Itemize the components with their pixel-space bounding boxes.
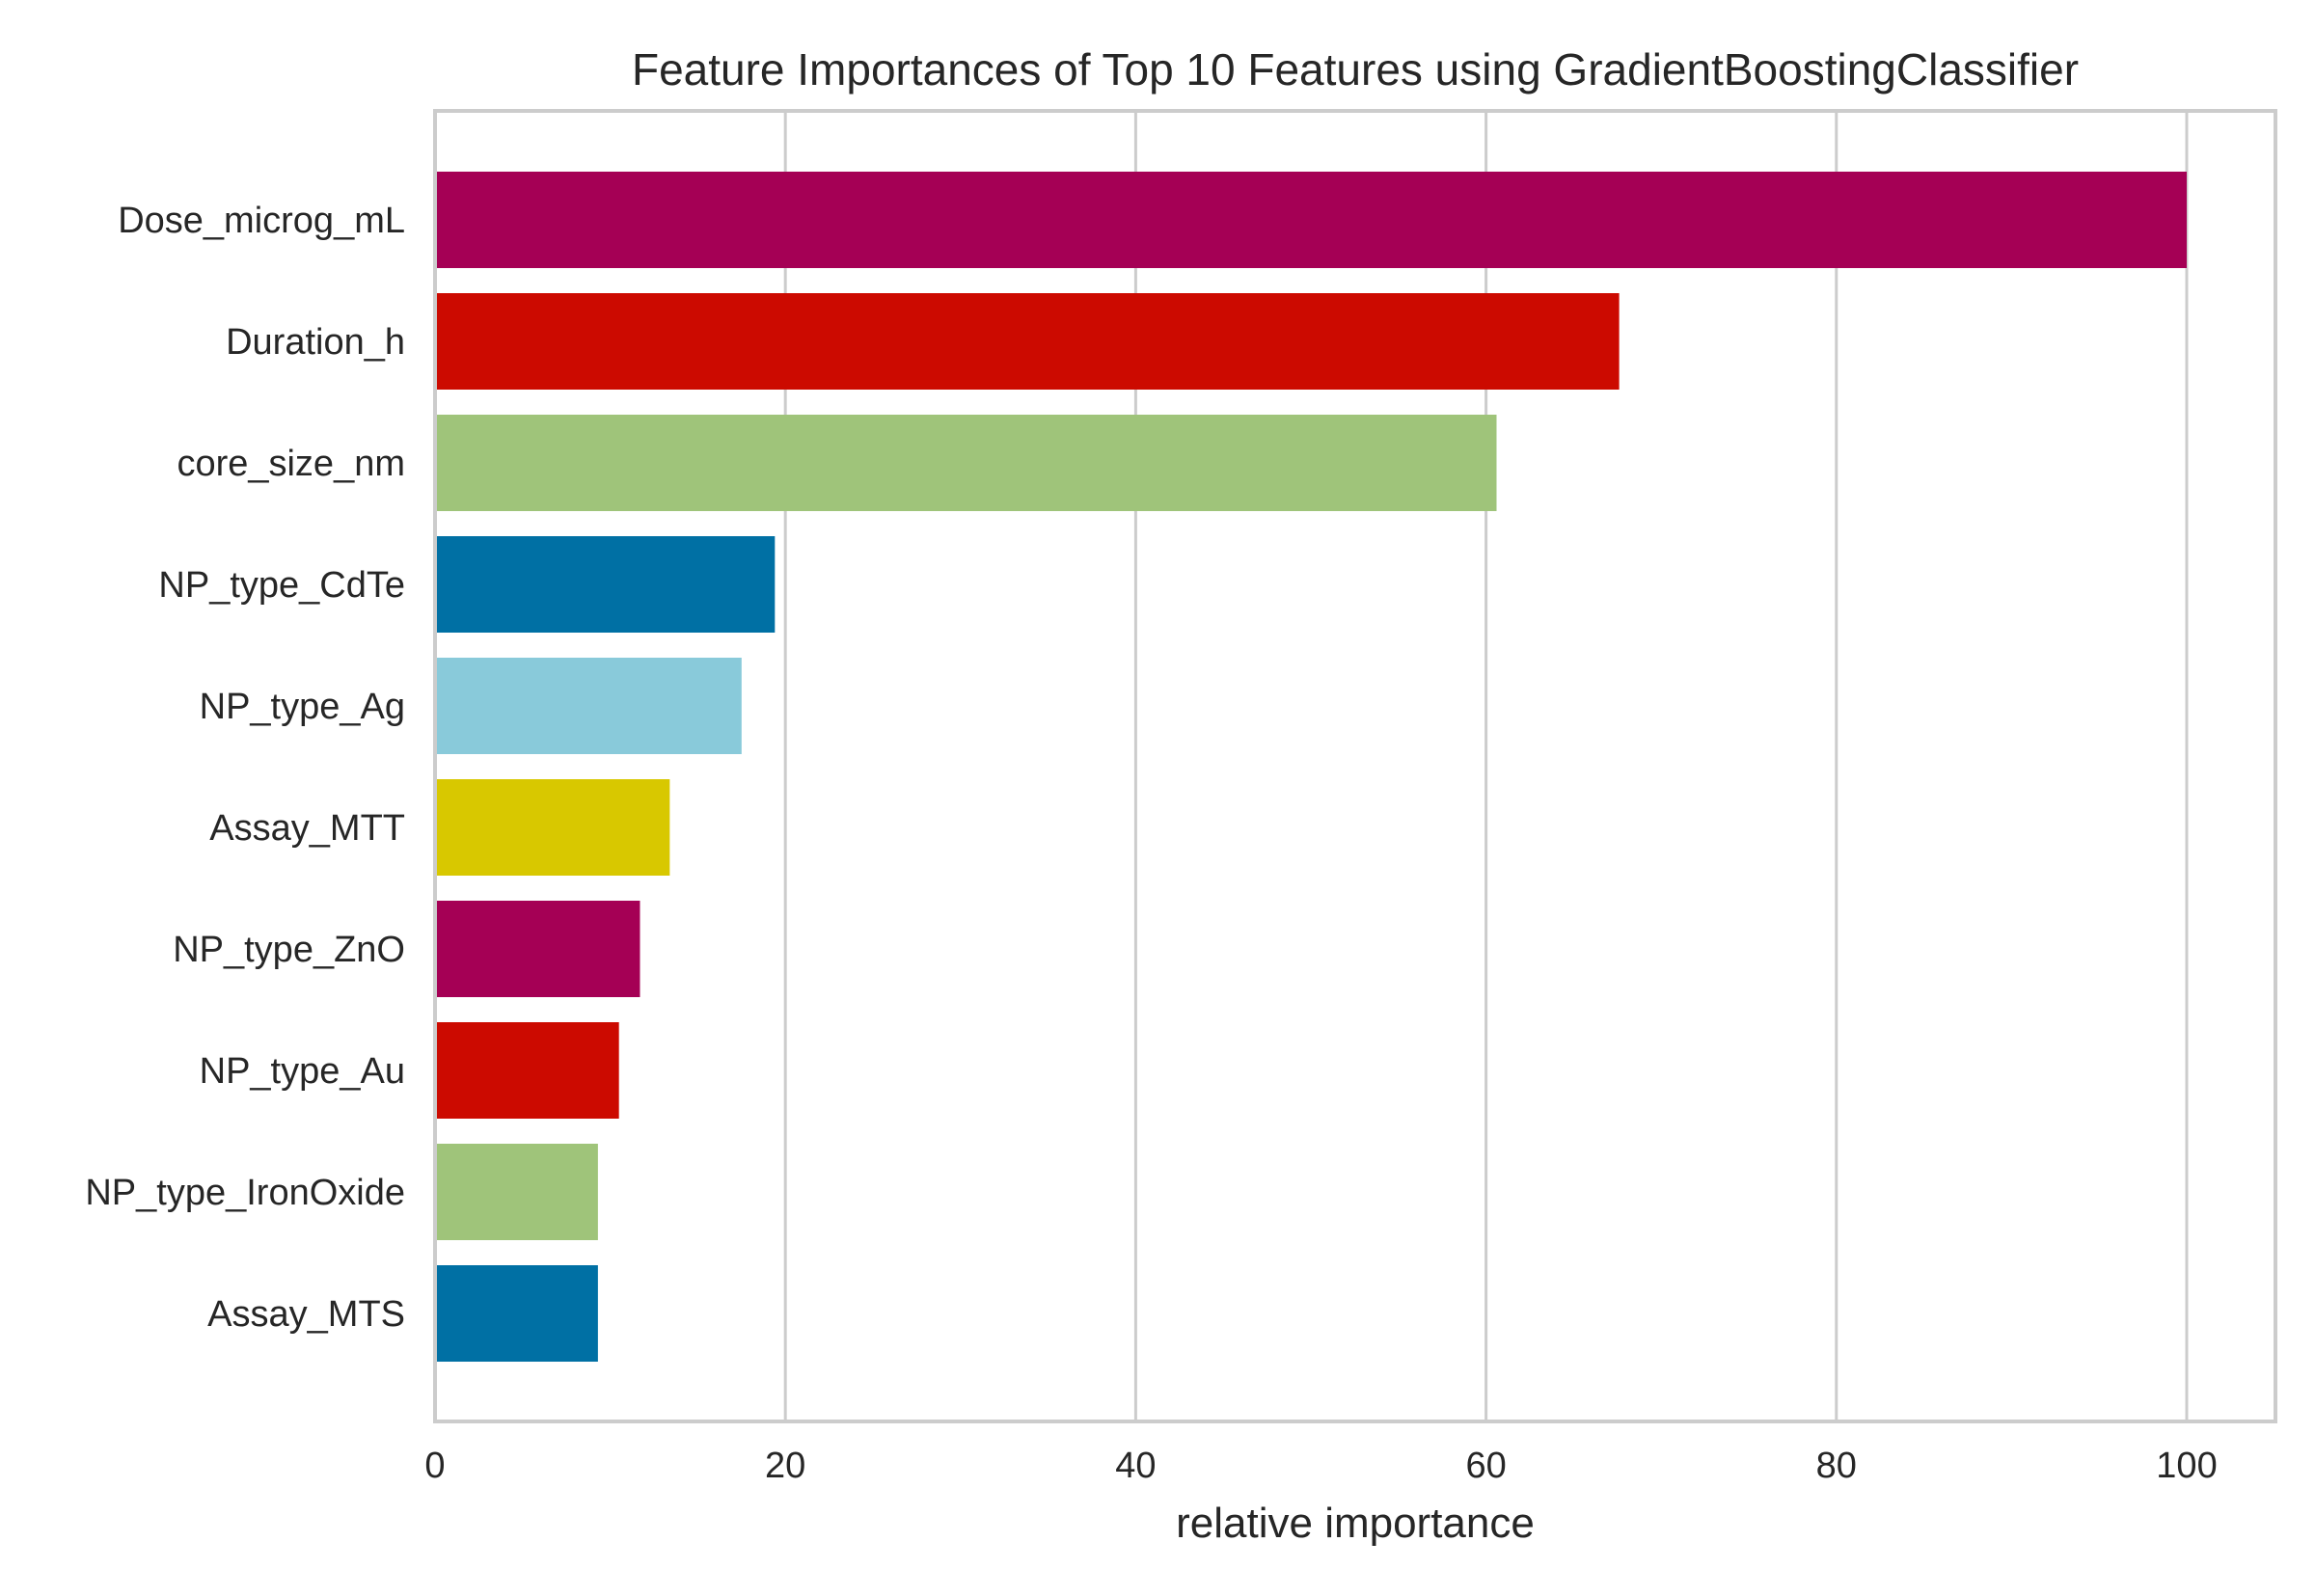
x-tick-label: 20 (765, 1446, 805, 1486)
bar-Dose_microg_mL (435, 172, 2187, 268)
bar-NP_type_CdTe (435, 536, 776, 633)
bars (435, 172, 2187, 1362)
y-tick-label: NP_type_Au (200, 1051, 405, 1092)
y-tick-label: Dose_microg_mL (118, 201, 405, 241)
y-tick-label: NP_type_IronOxide (85, 1173, 405, 1213)
x-tick-label: 100 (2156, 1446, 2217, 1486)
x-tick-label: 80 (1816, 1446, 1857, 1486)
bar-NP_type_IronOxide (435, 1144, 598, 1240)
bar-Assay_MTT (435, 779, 670, 876)
bar-Assay_MTS (435, 1265, 598, 1362)
y-tick-labels: Dose_microg_mL Duration_h core_size_nm NP_t… (85, 201, 405, 1335)
x-tick-label: 60 (1465, 1446, 1506, 1486)
x-axis-label: relative importance (1176, 1500, 1535, 1547)
bar-NP_type_ZnO (435, 901, 640, 997)
bar-NP_type_Ag (435, 658, 742, 754)
y-tick-label: core_size_nm (177, 444, 405, 484)
y-tick-label: NP_type_CdTe (158, 565, 405, 606)
y-tick-label: Assay_MTT (209, 808, 405, 849)
bar-core_size_nm (435, 415, 1497, 511)
bar-NP_type_Au (435, 1022, 619, 1119)
plot-frame (433, 109, 2277, 1423)
x-tick-label: 40 (1115, 1446, 1156, 1486)
x-tick-labels: 0 20 40 60 80 100 (424, 1446, 2217, 1486)
bar-Duration_h (435, 293, 1620, 390)
chart-title: Feature Importances of Top 10 Features u… (632, 44, 2079, 95)
y-tick-label: NP_type_Ag (200, 687, 405, 727)
y-tick-label: Assay_MTS (207, 1294, 405, 1335)
y-tick-label: NP_type_ZnO (173, 930, 405, 970)
x-tick-label: 0 (424, 1446, 445, 1486)
y-tick-label: Duration_h (226, 322, 405, 363)
